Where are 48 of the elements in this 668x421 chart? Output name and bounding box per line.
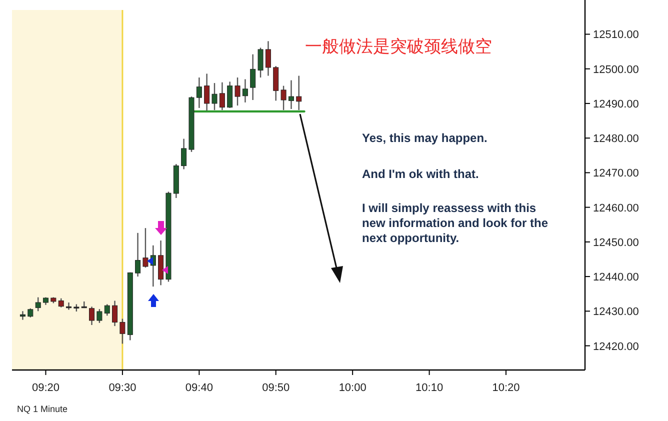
y-tick-label: 12450.00 bbox=[593, 236, 639, 249]
x-tick-label: 09:30 bbox=[108, 382, 136, 394]
y-tick-label: 12500.00 bbox=[593, 64, 639, 76]
y-tick-label: 12440.00 bbox=[593, 272, 639, 284]
candlestick bbox=[135, 232, 141, 278]
x-tick-label: 09:20 bbox=[32, 382, 60, 394]
candlestick bbox=[112, 300, 118, 327]
candlestick bbox=[265, 40, 271, 76]
y-tick-label: 12460.00 bbox=[593, 202, 639, 214]
x-tick-label: 09:50 bbox=[262, 382, 290, 394]
candlestick bbox=[104, 304, 110, 316]
candlestick bbox=[280, 85, 286, 111]
candlestick bbox=[142, 227, 148, 268]
candlestick bbox=[158, 240, 164, 286]
x-tick-label: 10:00 bbox=[338, 382, 366, 394]
x-tick-label: 10:20 bbox=[492, 382, 520, 394]
annotation: And I'm ok with that. bbox=[362, 167, 479, 181]
candlestick bbox=[273, 65, 279, 102]
y-tick-label: 12470.00 bbox=[593, 168, 639, 180]
candlestick bbox=[212, 82, 218, 111]
candlestick bbox=[250, 54, 256, 101]
candlestick bbox=[227, 81, 233, 109]
candlestick bbox=[234, 76, 240, 106]
candlestick bbox=[204, 73, 210, 112]
candlestick bbox=[66, 302, 72, 310]
text: NQ 1 Minute bbox=[17, 404, 68, 414]
candlestick bbox=[196, 76, 202, 109]
candlestick bbox=[288, 80, 294, 110]
y-tick-label: 12510.00 bbox=[593, 29, 639, 42]
y-tick-label: 12480.00 bbox=[593, 133, 639, 146]
x-tick-label: 10:10 bbox=[416, 382, 444, 394]
candlestick bbox=[120, 318, 126, 344]
candlestick bbox=[258, 47, 264, 78]
candlestick bbox=[35, 296, 41, 312]
candlestick bbox=[89, 306, 95, 326]
candlestick bbox=[296, 75, 302, 111]
annotation: I will simply reassess with this new information and look for the next opportunity. bbox=[362, 201, 548, 245]
annotation: Yes, this may happen. bbox=[362, 131, 488, 145]
candlestick bbox=[20, 310, 26, 320]
candlestick bbox=[96, 308, 102, 324]
candlestick bbox=[181, 138, 187, 170]
candlestick bbox=[242, 78, 248, 104]
y-tick-label: 12490.00 bbox=[593, 98, 639, 110]
candlestick bbox=[219, 82, 225, 111]
annotation: 一般做法是突破颈线做空 bbox=[305, 37, 492, 56]
x-tick-label: 09:40 bbox=[185, 382, 213, 394]
y-tick-label: 12420.00 bbox=[593, 340, 639, 353]
y-tick-label: 12430.00 bbox=[593, 306, 639, 318]
